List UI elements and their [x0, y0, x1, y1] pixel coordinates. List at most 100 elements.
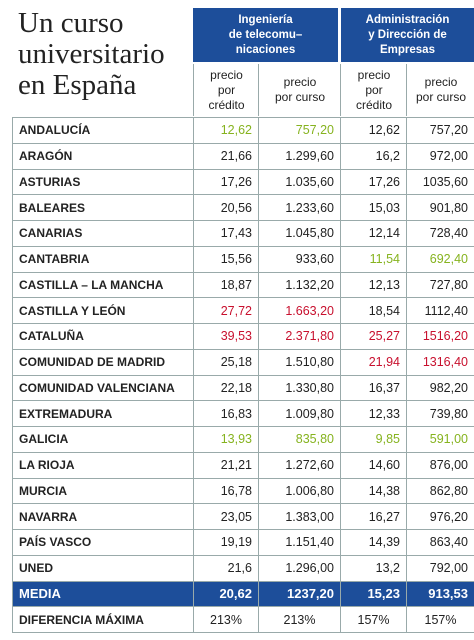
table-cell: 976,20	[406, 504, 474, 530]
subheader: precio por crédito	[193, 64, 259, 116]
table-cell: 1.233,60	[258, 195, 340, 221]
row-label: MEDIA	[12, 581, 193, 608]
table-cell: 1.510,80	[258, 349, 340, 376]
table-cell: 933,60	[258, 246, 340, 273]
table-cell: 14,39	[340, 530, 406, 556]
subheader-line: precio	[210, 67, 243, 82]
table-cell: 863,40	[406, 530, 474, 556]
row-label: CASTILLA – LA MANCHA	[12, 272, 193, 299]
subheader: precio por curso	[406, 64, 474, 116]
row-label: MURCIA	[12, 478, 193, 505]
table-cell: 1112,40	[406, 298, 474, 324]
row-label: ASTURIAS	[12, 169, 193, 196]
table-cell: 1.009,80	[258, 401, 340, 427]
table-cell: 876,00	[406, 452, 474, 479]
row-label: ARAGÓN	[12, 143, 193, 170]
title-line: en España	[18, 69, 137, 101]
table-cell: 15,56	[193, 246, 258, 273]
table-cell: 17,43	[193, 221, 258, 247]
table-cell: 757,20	[258, 118, 340, 144]
table-cell: 157%	[340, 607, 406, 633]
table-cell: 1516,20	[406, 324, 474, 350]
table-cell: 982,20	[406, 375, 474, 402]
table-cell: 1.272,60	[258, 452, 340, 479]
table-cell: 14,38	[340, 478, 406, 505]
table-cell: 16,37	[340, 375, 406, 402]
row-label: PAÍS VASCO	[12, 530, 193, 556]
table-cell: 25,18	[193, 349, 258, 376]
table-cell: 16,27	[340, 504, 406, 530]
table-cell: 15,03	[340, 195, 406, 221]
row-label: UNED	[12, 555, 193, 582]
table-cell: 1.330,80	[258, 375, 340, 402]
table-cell: 25,27	[340, 324, 406, 350]
group-header: Ingeniería de telecomu– nicaciones	[193, 8, 338, 62]
table-cell: 901,80	[406, 195, 474, 221]
subheader-line: precio	[424, 75, 458, 89]
table-cell: 12,62	[340, 118, 406, 144]
row-label: EXTREMADURA	[12, 401, 193, 427]
table-cell: 835,80	[258, 427, 340, 453]
table-cell: 727,80	[406, 272, 474, 299]
table-cell: 213%	[258, 607, 340, 633]
table-cell: 757,20	[406, 118, 474, 144]
group-header-line: Empresas	[380, 43, 435, 56]
row-label: LA RIOJA	[12, 452, 193, 479]
table-cell: 12,13	[340, 272, 406, 299]
group-header-line: Administración	[365, 13, 450, 26]
row-label: GALICIA	[12, 427, 193, 453]
group-header-line: Ingeniería	[238, 13, 293, 26]
table-cell: 16,2	[340, 143, 406, 170]
table-cell: 1237,20	[258, 581, 340, 608]
row-label: CATALUÑA	[12, 324, 193, 350]
table-cell: 21,94	[340, 349, 406, 376]
table-cell: 1.299,60	[258, 143, 340, 170]
table-cell: 1.383,00	[258, 504, 340, 530]
group-header-line: de telecomu–	[228, 28, 303, 41]
table-cell: 1.132,20	[258, 272, 340, 299]
subheader-line: crédito	[208, 97, 245, 112]
row-label: BALEARES	[12, 195, 193, 221]
table-cell: 13,2	[340, 555, 406, 582]
table-cell: 1.151,40	[258, 530, 340, 556]
table-cell: 12,62	[193, 118, 258, 144]
row-label: COMUNIDAD DE MADRID	[12, 349, 193, 376]
table-cell: 2.371,80	[258, 324, 340, 350]
subheader-line: precio	[357, 67, 391, 82]
table-cell: 728,40	[406, 221, 474, 247]
table-cell: 1.296,00	[258, 555, 340, 582]
table-cell: 739,80	[406, 401, 474, 427]
table-cell: 1316,40	[406, 349, 474, 376]
table-cell: 1035,60	[406, 169, 474, 196]
table-cell: 17,26	[193, 169, 258, 196]
table-cell: 1.035,60	[258, 169, 340, 196]
subheader-line: por curso	[274, 90, 326, 104]
title-line: Un curso	[18, 7, 124, 39]
subheader: precio por curso	[258, 64, 341, 116]
table-cell: 22,18	[193, 375, 258, 402]
subheader-line: crédito	[355, 97, 393, 112]
table-cell: 39,53	[193, 324, 258, 350]
table-cell: 23,05	[193, 504, 258, 530]
table-cell: 692,40	[406, 246, 474, 273]
table-cell: 16,83	[193, 401, 258, 427]
table-cell: 591,00	[406, 427, 474, 453]
table-top-rule	[12, 117, 474, 118]
subheader-line: precio	[283, 75, 317, 89]
table-cell: 862,80	[406, 478, 474, 505]
table-cell: 18,54	[340, 298, 406, 324]
row-label: CASTILLA Y LEÓN	[12, 298, 193, 324]
table-cell: 11,54	[340, 246, 406, 273]
table-cell: 1.045,80	[258, 221, 340, 247]
table-cell: 20,56	[193, 195, 258, 221]
table-cell: 19,19	[193, 530, 258, 556]
table-cell: 213%	[193, 607, 258, 633]
table-cell: 13,93	[193, 427, 258, 453]
table-cell: 17,26	[340, 169, 406, 196]
row-label: ANDALUCÍA	[12, 118, 193, 144]
table-cell: 21,66	[193, 143, 258, 170]
table-cell: 1.006,80	[258, 478, 340, 505]
row-label: COMUNIDAD VALENCIANA	[12, 375, 193, 402]
table-cell: 913,53	[406, 581, 474, 608]
